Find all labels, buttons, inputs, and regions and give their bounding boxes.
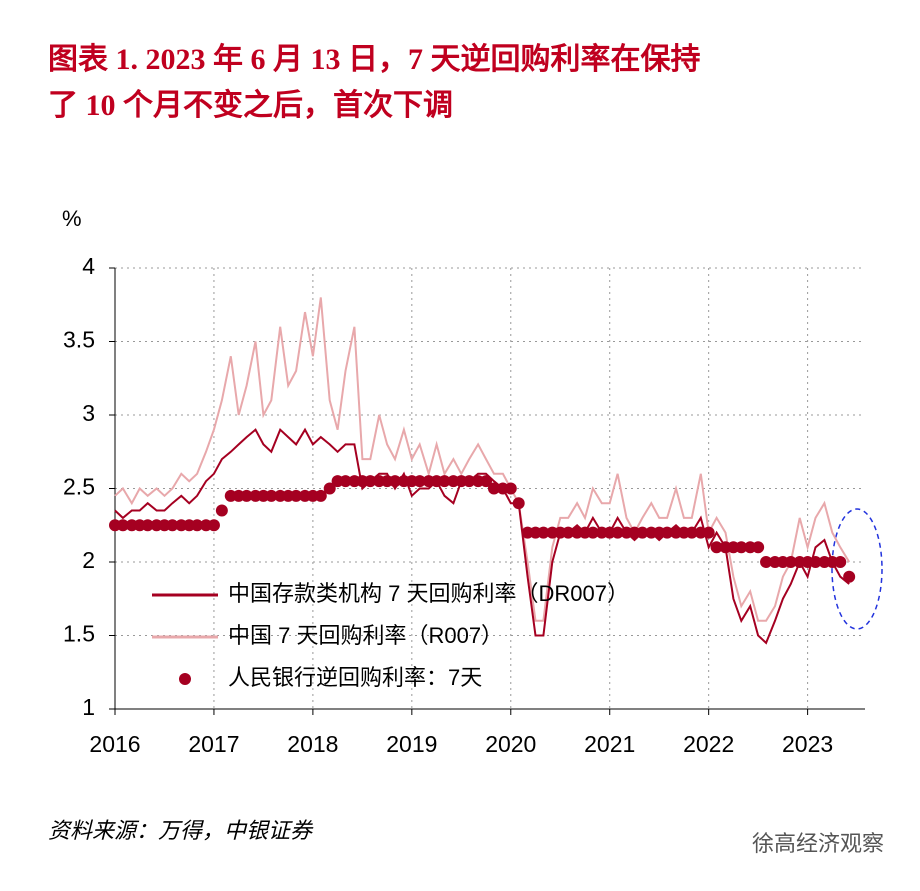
- dot: [389, 475, 402, 488]
- x-tick-label: 2019: [386, 731, 437, 757]
- x-tick-label: 2018: [287, 731, 338, 757]
- legend-label: 中国存款类机构 7 天回购利率（DR007）: [228, 581, 629, 606]
- x-tick-label: 2016: [89, 731, 140, 757]
- dot: [265, 489, 278, 502]
- x-tick-label: 2021: [584, 731, 635, 757]
- chart-title: 图表 1. 2023 年 6 月 13 日，7 天逆回购利率在保持: [48, 42, 701, 76]
- y-tick-label: 1: [82, 694, 95, 720]
- dot: [364, 475, 377, 488]
- y-unit: %: [62, 206, 82, 231]
- dot: [685, 526, 698, 539]
- dot: [760, 556, 773, 568]
- y-tick-label: 4: [82, 253, 95, 279]
- dot: [438, 475, 451, 488]
- dot: [784, 556, 797, 568]
- y-tick-label: 3: [82, 400, 95, 426]
- y-tick-label: 1.5: [63, 621, 95, 647]
- x-tick-label: 2022: [683, 731, 734, 757]
- dot: [710, 541, 723, 554]
- dot: [735, 541, 748, 554]
- legend-marker: [179, 673, 191, 685]
- dot: [586, 526, 599, 539]
- dot: [487, 482, 500, 495]
- dot: [661, 526, 674, 539]
- legend-label: 中国 7 天回购利率（R007）: [228, 623, 503, 648]
- line-series: [114, 297, 851, 622]
- dot: [562, 526, 575, 539]
- y-tick-label: 2: [82, 547, 95, 573]
- source: 资料来源：万得，中银证券: [48, 818, 314, 843]
- line-series: [114, 427, 850, 645]
- dot: [834, 556, 847, 568]
- legend-label: 人民银行逆回购利率：7天: [228, 665, 482, 690]
- dot: [809, 556, 822, 568]
- y-tick-label: 2.5: [63, 474, 95, 500]
- dot: [413, 475, 426, 488]
- dot: [290, 489, 303, 502]
- watermark: 徐高经济观察: [752, 831, 884, 856]
- dot: [191, 519, 204, 532]
- dot: [166, 519, 179, 532]
- dot: [314, 489, 327, 502]
- x-tick-label: 2017: [188, 731, 239, 757]
- dot: [636, 526, 649, 539]
- x-tick-label: 2023: [782, 731, 833, 757]
- dot: [141, 519, 154, 532]
- dot: [215, 504, 228, 517]
- dot: [504, 482, 517, 495]
- dot: [702, 526, 715, 539]
- dot: [611, 526, 624, 539]
- dot: [537, 526, 550, 539]
- dot: [207, 519, 220, 532]
- dot: [116, 519, 129, 532]
- dot: [512, 497, 525, 510]
- highlight-ellipse: [831, 508, 883, 630]
- chart-title: 了 10 个月不变之后，首次下调: [48, 88, 453, 122]
- dot: [463, 475, 476, 488]
- y-tick-label: 3.5: [63, 327, 95, 353]
- dot: [843, 570, 856, 583]
- x-tick-label: 2020: [485, 731, 536, 757]
- dot: [240, 489, 253, 502]
- dot: [480, 475, 493, 488]
- dot: [323, 482, 336, 495]
- dot: [752, 541, 765, 554]
- dot: [339, 475, 352, 488]
